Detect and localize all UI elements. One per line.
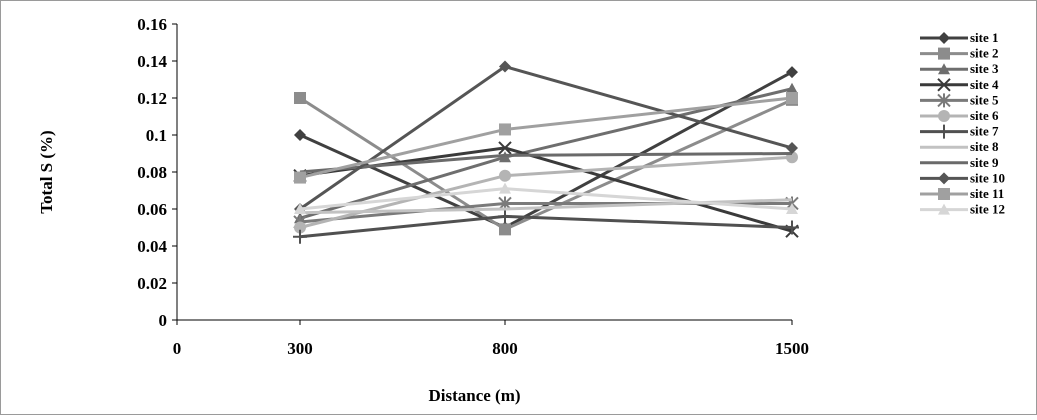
- data-point-marker: [499, 169, 511, 182]
- data-point-marker: [938, 63, 950, 75]
- legend-label: site 8: [970, 139, 999, 154]
- data-point-marker: [786, 141, 798, 154]
- data-point-marker: [937, 93, 951, 108]
- legend-item: site 4: [920, 77, 999, 92]
- data-point-marker: [937, 124, 951, 139]
- x-tick-label: 800: [492, 339, 518, 358]
- x-ticks: 0 300 800 1500: [173, 320, 809, 358]
- legend-item: site 5: [920, 92, 999, 107]
- y-tick-label: 0.08: [137, 163, 167, 182]
- legend-label: site 6: [970, 108, 999, 123]
- y-tick-label: 0.12: [137, 89, 167, 108]
- y-tick-label: 0.14: [137, 52, 167, 71]
- legend-item: site 7: [920, 124, 999, 139]
- data-point-marker: [938, 188, 950, 200]
- data-point-marker: [938, 110, 950, 122]
- data-point-marker: [499, 123, 511, 136]
- legend-item: site 2: [920, 46, 999, 61]
- data-point-marker: [294, 203, 306, 214]
- y-tick-label: 0.02: [137, 274, 167, 293]
- series-line: [299, 152, 793, 174]
- data-point-marker: [498, 209, 512, 224]
- data-point-marker: [294, 221, 306, 234]
- data-point-marker: [786, 82, 798, 94]
- y-tick-label: 0.16: [137, 15, 167, 34]
- legend-item: site 12: [920, 202, 1005, 217]
- series-2: [294, 92, 798, 236]
- legend-label: site 7: [970, 124, 999, 139]
- data-point-marker: [786, 92, 798, 104]
- legend-label: site 3: [970, 61, 999, 76]
- y-tick-label: 0.06: [137, 200, 167, 219]
- series-9: [299, 152, 793, 174]
- legend-label: site 2: [970, 46, 999, 61]
- data-point-marker: [498, 141, 512, 155]
- x-tick-label: 300: [287, 339, 313, 358]
- data-point-marker: [293, 229, 307, 244]
- y-tick-label: 0.04: [137, 237, 167, 256]
- y-tick-label: 0.1: [146, 126, 167, 145]
- legend-label: site 9: [970, 155, 999, 170]
- data-point-marker: [785, 220, 799, 235]
- data-point-marker: [294, 129, 306, 141]
- legend-item: site 10: [920, 170, 1005, 185]
- data-point-marker: [938, 32, 950, 44]
- legend-item: site 6: [920, 108, 999, 123]
- series-12: [294, 182, 798, 214]
- data-point-marker: [938, 47, 950, 60]
- series-layer: [293, 60, 799, 244]
- legend-label: site 4: [970, 77, 999, 92]
- legend-item: site 8: [920, 139, 999, 154]
- data-point-marker: [499, 60, 511, 73]
- data-point-marker: [937, 78, 951, 92]
- y-ticks: 0 0.02 0.04 0.06 0.08 0.1 0.12 0.14 0.16: [137, 15, 177, 330]
- legend-item: site 11: [920, 186, 1004, 201]
- series-7: [293, 209, 799, 244]
- legend-label: site 12: [970, 202, 1005, 217]
- legend-label: site 1: [970, 30, 999, 45]
- x-tick-label: 0: [173, 339, 182, 358]
- legend-item: site 3: [920, 61, 999, 76]
- data-point-marker: [499, 223, 511, 236]
- data-point-marker: [786, 66, 798, 79]
- legend-item: site 1: [920, 30, 999, 45]
- x-axis-title: Distance (m): [428, 386, 520, 405]
- y-axis-title: Total S (%): [37, 130, 56, 213]
- x-tick-label: 1500: [775, 339, 809, 358]
- data-point-marker: [294, 92, 306, 104]
- data-point-marker: [294, 171, 306, 184]
- data-point-marker: [786, 203, 798, 214]
- y-tick-label: 0: [159, 311, 168, 330]
- legend-label: site 10: [970, 170, 1005, 185]
- legend-label: site 11: [970, 186, 1004, 201]
- legend-item: site 9: [920, 155, 999, 170]
- series-11: [294, 92, 798, 184]
- data-point-marker: [499, 182, 511, 194]
- legend-label: site 5: [970, 92, 999, 107]
- data-point-marker: [938, 203, 950, 215]
- data-point-marker: [938, 172, 950, 185]
